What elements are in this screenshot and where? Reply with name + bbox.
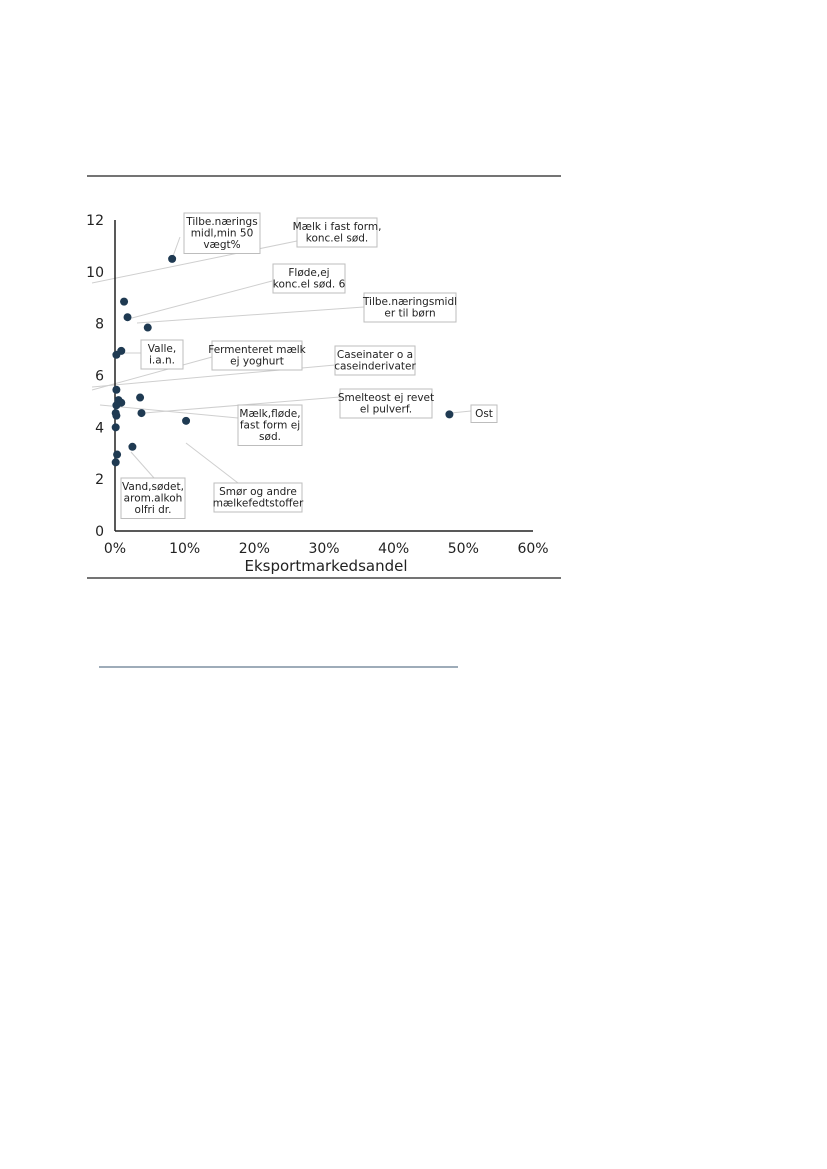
scatter-point (137, 409, 146, 418)
annotation-text-line: Ost (475, 408, 493, 420)
annotation-text-line: er til børn (384, 308, 435, 320)
annotation-text-line: Vand,sødet, (122, 481, 184, 493)
y-tick-label: 2 (95, 472, 104, 488)
annotation-text-line: Smelteost ej revet (338, 392, 434, 404)
annotation-leader-line (91, 240, 298, 284)
annotation-text-line: el pulverf. (360, 404, 412, 416)
annotation-box (470, 404, 498, 423)
annotation-box (272, 263, 346, 294)
scatter-point (113, 450, 122, 459)
x-tick-label: 30% (308, 541, 339, 557)
annotation-text-line: mælkefedtstoffer (213, 498, 304, 510)
annotation-leader-line (450, 410, 472, 414)
annotation-text-line: Mælk i fast form, (293, 221, 382, 233)
scatter-point (112, 401, 121, 410)
y-tick-label: 12 (86, 213, 104, 229)
annotation-text-line: Fløde,ej (288, 267, 329, 279)
y-tick-label: 4 (95, 420, 104, 436)
x-tick-label: 0% (104, 541, 126, 557)
annotation-label: Ost (470, 404, 498, 423)
x-tick-label: 10% (169, 541, 200, 557)
y-tick-label: 8 (95, 317, 104, 333)
annotation-box (211, 340, 303, 371)
annotation-leader-line (136, 306, 365, 324)
annotation-text-line: fast form ej (240, 420, 300, 432)
scatter-point (112, 385, 121, 394)
annotation-text-line: Caseinater o a (337, 349, 413, 361)
scatter-point (143, 323, 152, 332)
annotation-label: Valle,i.a.n. (140, 339, 184, 370)
annotation-text-line: Fermenteret mælk (208, 344, 306, 356)
annotation-leader-line (131, 280, 273, 319)
scatter-point (182, 416, 191, 425)
annotation-text-line: i.a.n. (149, 355, 175, 367)
annotation-text-line: Tilbe.nærings (185, 216, 257, 228)
annotation-leader-line (91, 356, 213, 391)
annotation-text-line: olfri dr. (135, 504, 172, 516)
annotation-text-line: konc.el sød. 6 (273, 279, 346, 291)
annotation-box (363, 292, 457, 323)
annotation-box (237, 404, 303, 446)
y-tick-label: 10 (86, 265, 104, 281)
annotation-leader-line (130, 451, 155, 479)
x-tick-label: 50% (448, 541, 479, 557)
annotation-text-line: caseinderivater (334, 361, 416, 373)
y-tick-labels: 0 2 4 6 8 10 12 (86, 213, 104, 540)
annotation-box (120, 477, 186, 519)
x-axis-title: Eksportmarkedsandel (244, 557, 407, 575)
annotation-text-line: sød. (259, 431, 281, 443)
annotation-box (183, 212, 261, 254)
scatter-point (120, 297, 129, 306)
scatter-point (111, 458, 120, 467)
annotation-text-line: Valle, (148, 343, 176, 355)
x-tick-label: 60% (517, 541, 548, 557)
annotation-leader-line (99, 404, 239, 419)
x-tick-labels: 0% 10% 20% 30% 40% 50% 60% (104, 541, 549, 557)
y-tick-label: 6 (95, 369, 104, 385)
annotation-box (339, 388, 433, 419)
y-tick-label: 0 (95, 524, 104, 540)
scatter-point (112, 350, 121, 359)
annotation-leader-line (185, 442, 239, 484)
annotation-text-line: Mælk,fløde, (239, 408, 300, 420)
annotation-text-line: konc.el sød. (306, 233, 369, 245)
annotation-text-line: arom.alkoh (124, 493, 183, 505)
scatter-point (128, 442, 137, 451)
scatter-point (123, 313, 132, 322)
x-tick-label: 40% (378, 541, 409, 557)
annotation-text-line: Tilbe.næringsmidl (362, 296, 457, 308)
annotation-text-line: Smør og andre (219, 486, 297, 498)
scatter-point (111, 423, 120, 432)
annotation-text-line: vægt% (203, 239, 240, 251)
scatter-point (445, 410, 454, 419)
annotation-text-line: midl,min 50 (191, 228, 254, 240)
annotation-box (334, 345, 416, 376)
data-points (111, 254, 454, 467)
scatter-point (112, 411, 121, 420)
annotation-box (140, 339, 184, 370)
annotation-label: Mælk i fast form,konc.el sød. (293, 217, 382, 248)
scatter-point (136, 393, 145, 402)
annotation-box (213, 482, 303, 513)
annotation-box (296, 217, 378, 248)
annotation-text-line: ej yoghurt (230, 356, 284, 368)
scatter-point (168, 254, 177, 263)
chart-axes (114, 220, 533, 532)
x-tick-label: 20% (239, 541, 270, 557)
